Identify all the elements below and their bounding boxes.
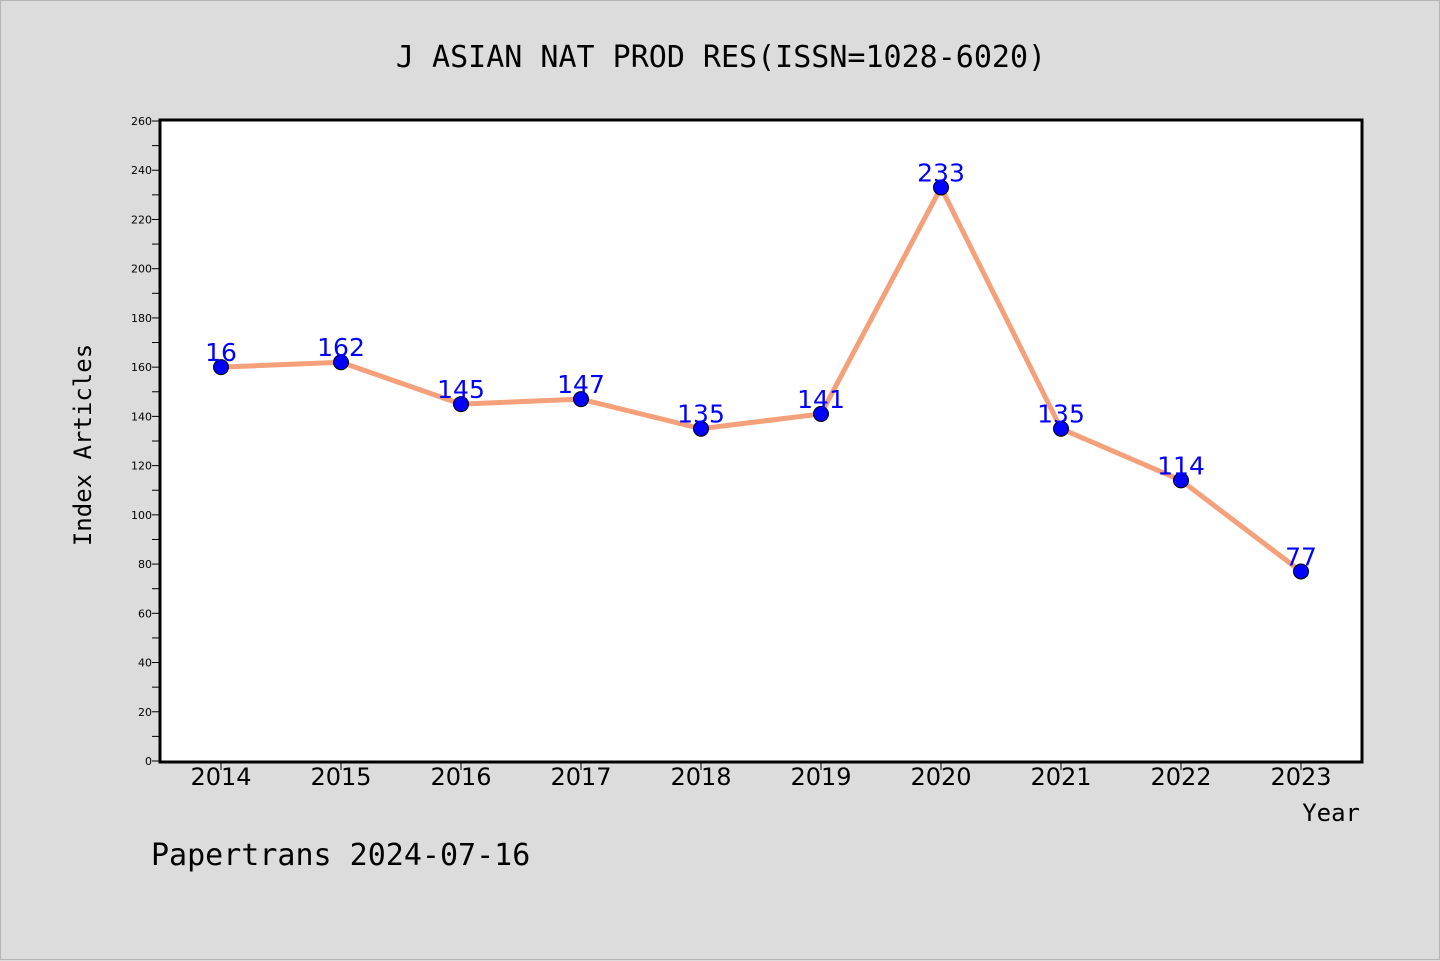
- x-tick-label: 2022: [1150, 763, 1211, 791]
- y-tick-label: 100: [131, 509, 152, 522]
- data-point-marker: [933, 179, 949, 196]
- plot-area: [158, 118, 1364, 764]
- y-tick-label: 260: [131, 115, 152, 128]
- x-tick-label: 2023: [1270, 763, 1331, 791]
- data-label: 162: [317, 333, 365, 362]
- y-tick-label: 80: [138, 558, 152, 571]
- data-point-marker: [693, 420, 709, 437]
- y-tick-label: 180: [131, 312, 152, 325]
- data-point-marker: [1053, 420, 1069, 437]
- data-label: 147: [557, 370, 605, 399]
- data-point-marker: [1293, 563, 1309, 580]
- data-label: 141: [797, 385, 845, 414]
- x-axis: 2014 2015 2016 2017 2018 2019 2020 2021 2022 2023: [190, 762, 1332, 791]
- y-tick-label: 160: [131, 361, 152, 374]
- x-tick-label: 2015: [310, 763, 371, 791]
- x-tick-label: 2019: [790, 763, 851, 791]
- x-tick-label: 2017: [550, 763, 611, 791]
- y-tick-label: 20: [138, 706, 152, 719]
- data-label: 114: [1157, 451, 1205, 480]
- data-point-marker: [1173, 472, 1189, 489]
- x-tick-label: 2021: [1030, 763, 1091, 791]
- data-label: 135: [677, 400, 725, 429]
- data-label: 233: [917, 158, 965, 187]
- y-axis-title: Index Articles: [69, 344, 97, 546]
- data-point-marker: [333, 354, 349, 371]
- y-tick-label: 0: [145, 755, 152, 768]
- data-label: 16: [205, 338, 237, 367]
- y-tick-label: 120: [131, 460, 152, 473]
- y-tick-label: 40: [138, 657, 152, 670]
- series-index-articles: 16 162 145 147 135 141 233 135 114 77: [205, 158, 1317, 580]
- y-axis: 0 20 40 60 80 100 120 140 160 180 200 220 240 260: [131, 115, 160, 768]
- x-tick-label: 2020: [910, 763, 971, 791]
- y-tick-label: 240: [131, 164, 152, 177]
- data-point-marker: [453, 396, 469, 413]
- data-point-marker: [573, 391, 589, 408]
- data-label: 135: [1037, 400, 1085, 429]
- data-point-marker: [213, 359, 229, 376]
- y-tick-label: 200: [131, 263, 152, 276]
- data-point-marker: [813, 405, 829, 422]
- y-tick-label: 60: [138, 607, 152, 620]
- data-label: 77: [1285, 542, 1317, 571]
- x-tick-label: 2016: [430, 763, 491, 791]
- x-axis-title: Year: [1302, 799, 1360, 827]
- y-tick-label: 140: [131, 410, 152, 423]
- data-label: 145: [437, 375, 485, 404]
- y-tick-label: 220: [131, 213, 152, 226]
- chart-title: J ASIAN NAT PROD RES(ISSN=1028-6020): [396, 40, 1046, 75]
- x-tick-label: 2018: [670, 763, 731, 791]
- footer-watermark: Papertrans 2024-07-16: [151, 838, 530, 873]
- series-line: [220, 184, 1303, 574]
- x-tick-label: 2014: [190, 763, 251, 791]
